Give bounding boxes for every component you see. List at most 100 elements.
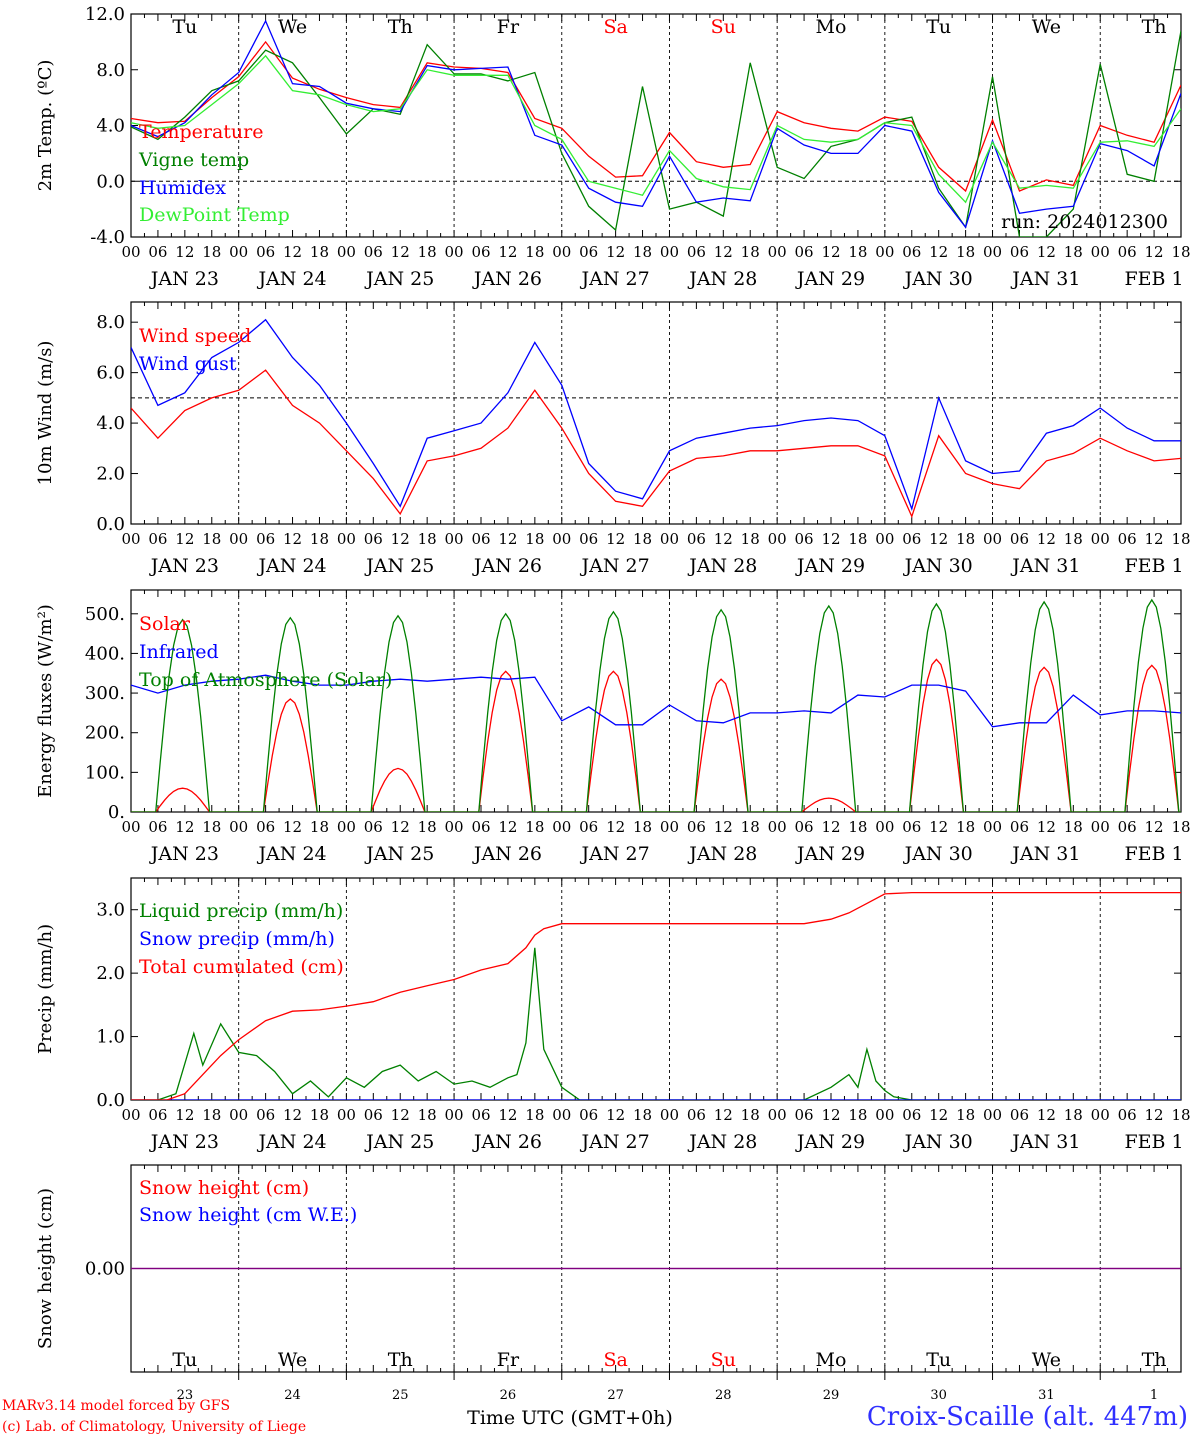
hour-label: 12 bbox=[283, 818, 302, 836]
y-tick-label: 4.0 bbox=[96, 413, 125, 434]
hour-label: 00 bbox=[445, 818, 464, 836]
legend-entry-0: Temperature bbox=[139, 121, 263, 143]
hour-label: 12 bbox=[1145, 243, 1164, 261]
hour-label: 06 bbox=[1010, 530, 1029, 548]
hour-label: 06 bbox=[687, 243, 706, 261]
hour-label: 00 bbox=[768, 818, 787, 836]
y-tick-label: 4.0 bbox=[96, 116, 125, 137]
date-label: JAN 30 bbox=[903, 268, 973, 290]
weekday-label: We bbox=[278, 1349, 307, 1371]
hour-label: 18 bbox=[956, 243, 975, 261]
hour-label: 06 bbox=[364, 530, 383, 548]
series-line-2 bbox=[131, 598, 1181, 812]
panel-energy: 0. 100. 200. 300. 400. 500. Energy fluxes (W/m… bbox=[35, 589, 1191, 865]
hour-label: 18 bbox=[633, 243, 652, 261]
date-label: JAN 27 bbox=[580, 268, 650, 290]
panel-snow: 0.00 Snow height (cm) Snow height (cm) Snow… bbox=[35, 1164, 1182, 1429]
hour-label: 12 bbox=[175, 818, 194, 836]
legend-entry-0: Wind speed bbox=[139, 325, 251, 347]
hour-label: 00 bbox=[1091, 530, 1110, 548]
hour-label: 12 bbox=[714, 243, 733, 261]
hour-label: 00 bbox=[983, 1106, 1002, 1124]
hour-label: 06 bbox=[364, 1106, 383, 1124]
hour-label: 18 bbox=[1064, 530, 1083, 548]
legend-entry-0: Liquid precip (mm/h) bbox=[139, 900, 343, 922]
y-tick-label: 0.0 bbox=[96, 514, 125, 535]
series-line-3 bbox=[131, 54, 1181, 204]
series-line-2 bbox=[131, 891, 1181, 1100]
series-line-1 bbox=[131, 30, 1181, 237]
hour-label: 12 bbox=[821, 243, 840, 261]
date-label: JAN 27 bbox=[580, 555, 650, 577]
hour-label: 06 bbox=[579, 243, 598, 261]
weekday-label: We bbox=[1032, 16, 1061, 38]
panel-temperature: -4.0 0.0 4.0 8.0 12.0 2m Temp. (ºC) Temperatur… bbox=[35, 4, 1191, 290]
hour-label: 12 bbox=[821, 530, 840, 548]
weekday-label: Tu bbox=[926, 1349, 951, 1371]
y-tick-label: -4.0 bbox=[90, 227, 125, 248]
hour-label: 18 bbox=[418, 243, 437, 261]
date-label: JAN 23 bbox=[149, 1131, 219, 1153]
day-number-label: 28 bbox=[715, 1388, 732, 1403]
credit-line-2: (c) Lab. of Climatology, University of L… bbox=[2, 1419, 307, 1435]
date-label: JAN 29 bbox=[795, 1131, 865, 1153]
hour-label: 18 bbox=[633, 1106, 652, 1124]
hour-label: 00 bbox=[229, 243, 248, 261]
hour-label: 00 bbox=[229, 530, 248, 548]
date-label: JAN 26 bbox=[472, 268, 542, 290]
hour-label: 12 bbox=[391, 530, 410, 548]
legend-entry-1: Vigne temp bbox=[138, 149, 249, 171]
hour-label: 18 bbox=[418, 1106, 437, 1124]
date-label: JAN 25 bbox=[364, 555, 434, 577]
y-tick-label: 12.0 bbox=[85, 4, 125, 25]
y-tick-label: 2.0 bbox=[96, 963, 125, 984]
hour-label: 00 bbox=[552, 818, 571, 836]
hour-label: 12 bbox=[929, 818, 948, 836]
date-label: FEB 1 bbox=[1124, 843, 1183, 865]
hour-label: 06 bbox=[1010, 818, 1029, 836]
hour-label: 06 bbox=[902, 1106, 921, 1124]
hour-label: 00 bbox=[337, 530, 356, 548]
hour-label: 18 bbox=[1171, 243, 1190, 261]
series-line-0 bbox=[131, 658, 1181, 812]
hour-label: 00 bbox=[875, 530, 894, 548]
date-label: JAN 31 bbox=[1010, 843, 1080, 865]
hour-label: 00 bbox=[552, 1106, 571, 1124]
hour-label: 06 bbox=[902, 243, 921, 261]
y-tick-label: 0.00 bbox=[85, 1259, 125, 1280]
hour-label: 06 bbox=[579, 1106, 598, 1124]
hour-label: 18 bbox=[202, 1106, 221, 1124]
hour-label: 18 bbox=[202, 243, 221, 261]
date-label: JAN 28 bbox=[687, 843, 757, 865]
hour-label: 18 bbox=[202, 818, 221, 836]
hour-label: 12 bbox=[175, 243, 194, 261]
date-label: JAN 29 bbox=[795, 555, 865, 577]
hour-label: 18 bbox=[956, 530, 975, 548]
hour-label: 06 bbox=[471, 243, 490, 261]
y-tick-label: 400. bbox=[85, 643, 125, 664]
hour-label: 06 bbox=[471, 530, 490, 548]
date-label: JAN 27 bbox=[580, 843, 650, 865]
hour-label: 00 bbox=[875, 818, 894, 836]
credit-line-1: MARv3.14 model forced by GFS bbox=[2, 1398, 231, 1414]
series-line-0 bbox=[131, 369, 1181, 519]
date-label: JAN 23 bbox=[149, 268, 219, 290]
hour-label: 06 bbox=[902, 818, 921, 836]
hour-label: 06 bbox=[148, 818, 167, 836]
date-label: JAN 24 bbox=[256, 1131, 326, 1153]
date-label: FEB 1 bbox=[1124, 555, 1183, 577]
weekday-label: Su bbox=[711, 1349, 736, 1371]
hour-label: 06 bbox=[256, 1106, 275, 1124]
hour-label: 06 bbox=[148, 530, 167, 548]
legend-entry-1: Wind gust bbox=[139, 353, 237, 375]
day-number-label: 24 bbox=[284, 1388, 301, 1403]
hour-label: 18 bbox=[956, 818, 975, 836]
y-tick-label: 200. bbox=[85, 723, 125, 744]
weekday-label: Mo bbox=[816, 16, 847, 38]
weekday-label: Fr bbox=[497, 1349, 520, 1371]
hour-label: 12 bbox=[1145, 1106, 1164, 1124]
hour-label: 00 bbox=[552, 530, 571, 548]
weekday-label: Tu bbox=[172, 1349, 197, 1371]
y-tick-label: 100. bbox=[85, 762, 125, 783]
date-label: JAN 25 bbox=[364, 843, 434, 865]
